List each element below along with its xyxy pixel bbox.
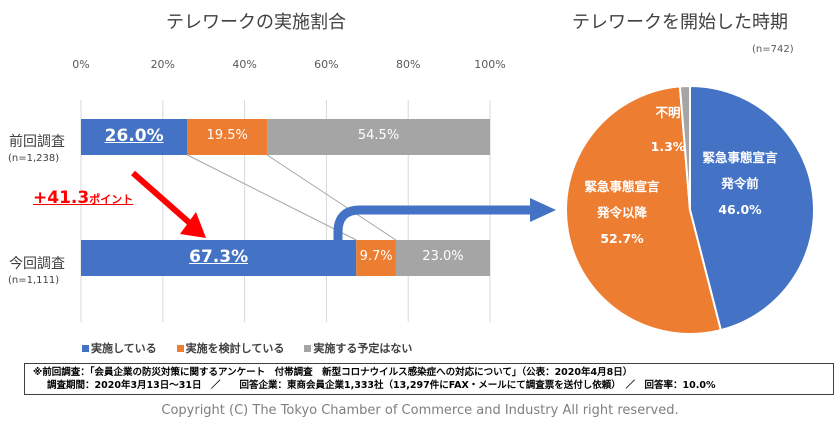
pie-label-name: 緊急事態宣言 bbox=[702, 150, 778, 165]
pie-label-before: 緊急事態宣言 発令前 46.0% bbox=[695, 145, 785, 223]
pie-label-value: 1.3% bbox=[650, 139, 686, 154]
bar-segment bbox=[356, 240, 396, 276]
copyright: Copyright (C) The Tokyo Chamber of Comme… bbox=[161, 403, 679, 418]
bar-value-label: 26.0% bbox=[104, 126, 164, 146]
legend-swatch-blue bbox=[82, 344, 89, 352]
pie-chart bbox=[565, 84, 815, 335]
pie-slice bbox=[689, 84, 815, 332]
legend-swatch-orange bbox=[176, 344, 184, 352]
pie-label-value: 52.7% bbox=[600, 231, 644, 246]
bar-value-label: 19.5% bbox=[206, 128, 248, 143]
red-arrow-shaft bbox=[131, 170, 194, 228]
pie-label-after: 緊急事態宣言 発令以降 52.7% bbox=[577, 174, 667, 252]
legend-item-considering: 実施を検討している bbox=[176, 340, 285, 356]
bar-value-label: 9.7% bbox=[359, 249, 393, 264]
footnote-box: ※前回調査：「会員企業の防災対策に関するアンケート 付帯調査 新型コロナウイルス… bbox=[24, 363, 834, 395]
series-connector-line bbox=[187, 154, 357, 241]
footnote-line-1: ※前回調査：「会員企業の防災対策に関するアンケート 付帯調査 新型コロナウイルス… bbox=[33, 367, 633, 378]
bar-value-label: 23.0% bbox=[422, 249, 464, 264]
bar-segment bbox=[81, 119, 188, 155]
x-tick-label: 40% bbox=[232, 58, 257, 71]
legend-swatch-gray bbox=[304, 344, 312, 352]
x-tick-label: 20% bbox=[150, 58, 176, 71]
pie-label-unknown: 不明 1.3% bbox=[638, 100, 698, 160]
category-n-previous: (n=1,238) bbox=[8, 153, 60, 164]
pie-label-name: 発令前 bbox=[721, 176, 759, 191]
bar-segment bbox=[395, 240, 490, 276]
bar-segment bbox=[81, 240, 357, 276]
pie-chart-title: テレワークを開始した時期 bbox=[572, 12, 788, 33]
legend-item-no-plan: 実施する予定はない bbox=[304, 340, 412, 356]
pie-label-value: 46.0% bbox=[718, 202, 762, 217]
bar-value-label: 67.3% bbox=[189, 247, 249, 267]
category-label-current: 今回調査 bbox=[9, 256, 65, 272]
legend: 実施している 実施を検討している 実施する予定はない bbox=[82, 340, 412, 356]
legend-item-implementing: 実施している bbox=[82, 340, 157, 356]
bar-chart-title: テレワークの実施割合 bbox=[166, 12, 346, 33]
pie-label-name: 発令以降 bbox=[596, 205, 647, 220]
legend-label: 実施を検討している bbox=[185, 342, 285, 355]
x-tick-label: 80% bbox=[395, 58, 421, 71]
x-tick-label: 100% bbox=[474, 58, 506, 71]
pie-slice bbox=[678, 84, 691, 211]
series-connector-line bbox=[266, 154, 397, 241]
blue-curved-arrow bbox=[333, 205, 532, 244]
pie-label-name: 不明 bbox=[655, 105, 681, 120]
delta-unit: ポイント bbox=[89, 193, 134, 206]
delta-annotation: +41.3ポイント bbox=[33, 188, 133, 208]
pie-slice bbox=[565, 85, 723, 335]
bar-segment bbox=[267, 119, 490, 155]
category-label-previous: 前回調査 bbox=[9, 134, 65, 150]
delta-value: +41.3 bbox=[33, 188, 90, 208]
legend-label: 実施している bbox=[91, 342, 157, 355]
red-arrow-head bbox=[180, 212, 206, 238]
bar-segment bbox=[187, 119, 268, 155]
category-n-current: (n=1,111) bbox=[8, 275, 60, 286]
footnote-line-2: 調査期間：2020年3月13日～31日 ／ 回答企業：東商会員企業1,333社（… bbox=[47, 380, 716, 391]
x-tick-label: 0% bbox=[72, 58, 90, 71]
legend-label: 実施する予定はない bbox=[313, 342, 413, 355]
bar-value-label: 54.5% bbox=[357, 128, 400, 143]
blue-arrow-head bbox=[530, 198, 556, 222]
pie-n-label: (n=742) bbox=[752, 44, 794, 55]
x-tick-label: 60% bbox=[314, 58, 339, 71]
pie-label-name: 緊急事態宣言 bbox=[584, 179, 660, 194]
